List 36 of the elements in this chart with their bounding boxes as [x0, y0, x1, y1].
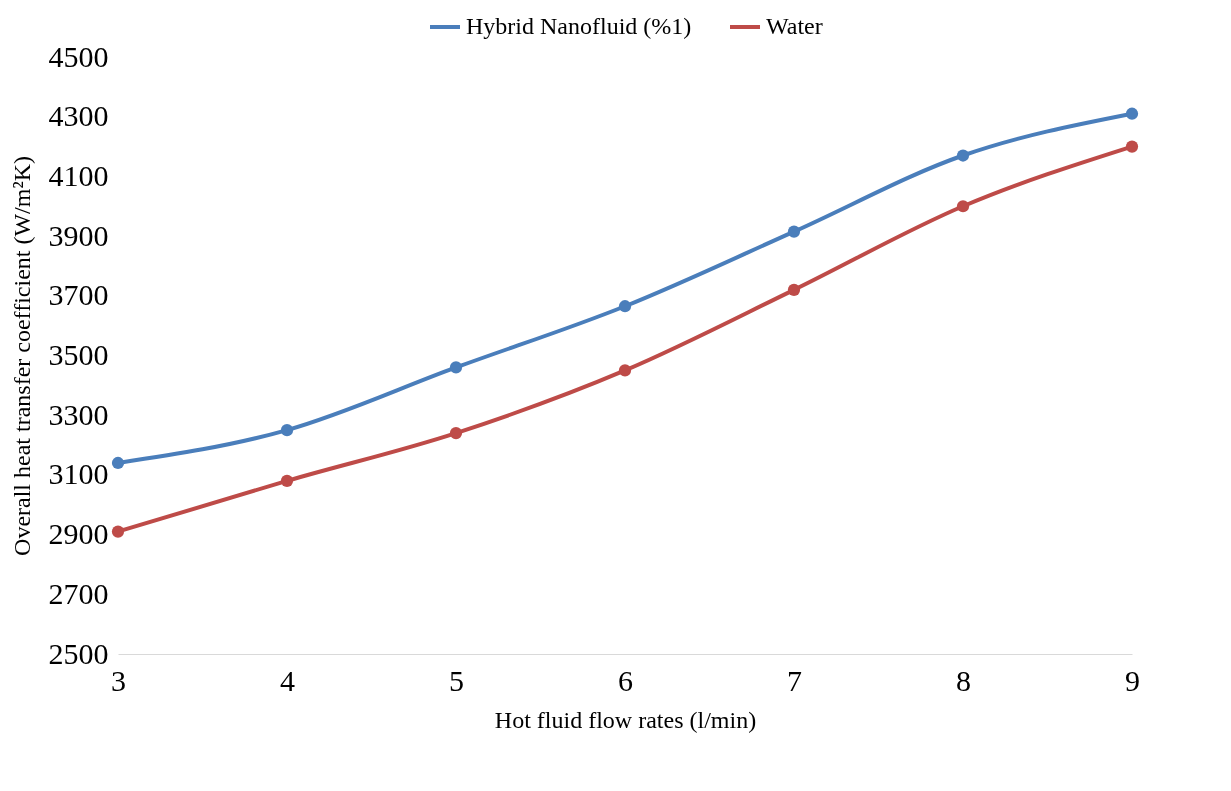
point: [618, 364, 632, 377]
y-tick-label: 2700: [48, 576, 109, 610]
y-tick-label: 3900: [48, 218, 109, 252]
y-axis-title: Overall heat transfer coefficient (W/m²K): [8, 156, 35, 556]
y-tick-label: 3300: [48, 397, 109, 431]
y-tick-label: 4500: [48, 39, 109, 73]
point: [618, 300, 632, 313]
point: [449, 361, 463, 374]
y-tick-label: 3700: [48, 278, 109, 312]
point: [280, 474, 294, 487]
y-tick-label: 3100: [48, 457, 109, 491]
point: [787, 283, 801, 296]
x-tick-label: 9: [1125, 663, 1140, 697]
y-tick-label: 4100: [48, 158, 109, 192]
y-tick-label: 4300: [48, 99, 109, 133]
point: [1125, 107, 1139, 120]
legend-label: Hybrid Nanofluid (%1): [466, 13, 692, 39]
point: [111, 456, 125, 470]
point: [111, 525, 125, 538]
y-tick-label: 2900: [48, 517, 109, 551]
point: [1125, 140, 1139, 153]
x-tick-label: 5: [449, 663, 464, 697]
x-tick-label: 7: [787, 663, 802, 697]
x-tick-label: 6: [618, 663, 633, 697]
point: [787, 225, 801, 238]
point: [449, 427, 463, 440]
x-tick-label: 3: [111, 663, 126, 697]
y-tick-label: 2500: [48, 636, 109, 670]
x-axis-title: Hot fluid flow rates (l/min): [494, 706, 757, 733]
point: [280, 424, 294, 437]
point: [956, 149, 970, 162]
point: [956, 200, 970, 213]
legend-label: Water: [766, 13, 823, 39]
y-tick-label: 3500: [48, 338, 109, 371]
x-tick-label: 8: [956, 663, 971, 697]
x-tick-label: 4: [280, 663, 295, 697]
